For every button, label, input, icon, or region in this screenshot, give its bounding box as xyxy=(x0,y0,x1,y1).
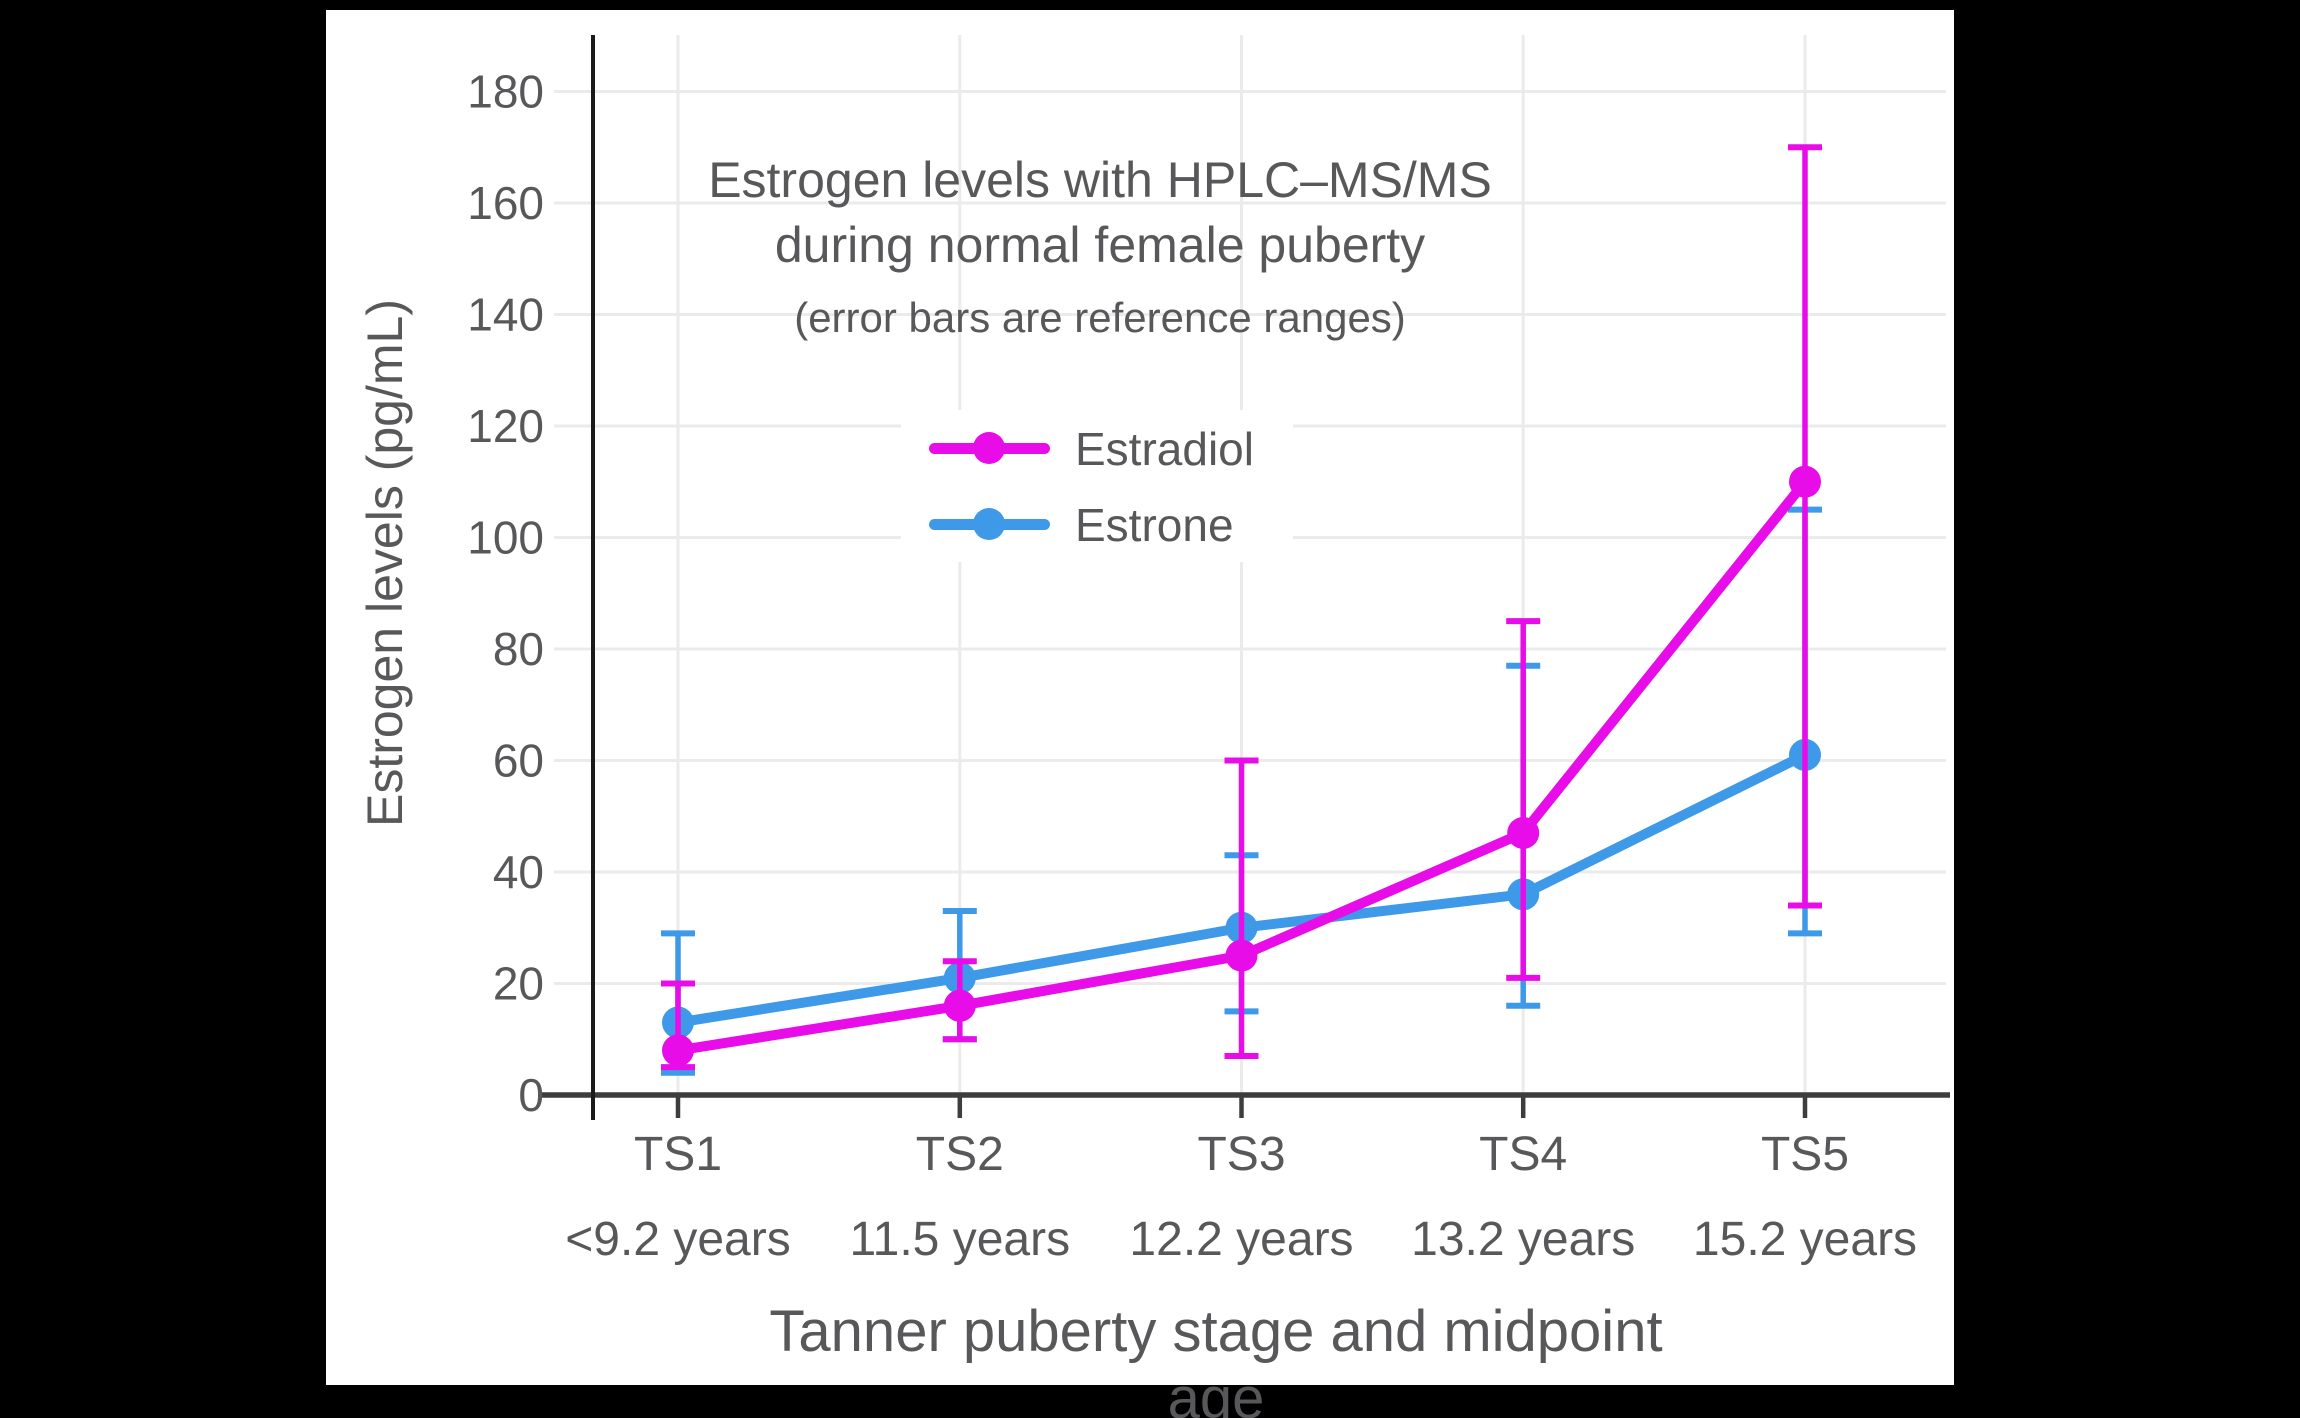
x-tick-labels: TS1 TS2 TS3 TS4 TS5 <9.2 years 11.5 years 12.2 … xyxy=(565,1128,1917,1266)
y-tick-label-140: 140 xyxy=(467,289,544,341)
y-axis-title: Estrogen levels (pg/mL) xyxy=(357,299,413,828)
x-age-label-TS2: 11.5 years xyxy=(850,1213,1071,1266)
x-tick-label-TS2: TS2 xyxy=(916,1128,1004,1181)
y-tick-label-160: 160 xyxy=(467,177,544,229)
y-tick-labels: 0 20 40 60 80 100 120 140 160 180 xyxy=(467,66,544,1122)
y-tick-label-40: 40 xyxy=(493,846,544,898)
data-point-estradiol-TS3 xyxy=(1225,939,1258,972)
data-point-estradiol-TS2 xyxy=(943,989,976,1022)
x-age-label-TS5: 15.2 years xyxy=(1693,1213,1917,1266)
x-tick-label-TS1: TS1 xyxy=(634,1128,722,1181)
series-estradiol xyxy=(661,144,1822,1071)
y-tick-label-60: 60 xyxy=(493,735,544,787)
y-tick-label-180: 180 xyxy=(467,66,544,118)
x-age-label-TS1: <9.2 years xyxy=(565,1213,790,1266)
x-tick-marks xyxy=(675,1095,1808,1118)
legend-label-estrone: Estrone xyxy=(1075,499,1234,551)
y-tick-label-20: 20 xyxy=(493,958,544,1010)
y-tick-label-0: 0 xyxy=(518,1069,544,1121)
plot-area: 0 20 40 60 80 100 120 140 160 180 TS1 TS2 TS3 TS4 TS5 <… xyxy=(467,35,1950,1266)
y-tick-label-100: 100 xyxy=(467,512,544,564)
legend-item-estradiol: Estradiol xyxy=(901,410,1293,486)
x-age-label-TS4: 13.2 years xyxy=(1411,1213,1635,1266)
x-age-label-TS3: 12.2 years xyxy=(1129,1213,1353,1266)
legend-item-estrone: Estrone xyxy=(901,486,1293,562)
x-tick-label-TS4: TS4 xyxy=(1479,1128,1567,1181)
y-tick-label-80: 80 xyxy=(493,623,544,675)
estradiol-legend-marker-icon xyxy=(973,432,1005,464)
estrone-legend-marker-icon xyxy=(973,508,1005,540)
data-point-estradiol-TS1 xyxy=(662,1034,694,1067)
chart-title-line1: Estrogen levels with HPLC–MS/MS xyxy=(708,152,1492,208)
chart-subtitle: (error bars are reference ranges) xyxy=(794,294,1406,341)
legend: Estradiol Estrone xyxy=(901,410,1293,562)
legend-label-estradiol: Estradiol xyxy=(1075,423,1254,475)
chart-title-line2: during normal female puberty xyxy=(774,217,1426,273)
chart-card: 0 20 40 60 80 100 120 140 160 180 TS1 TS2 TS3 TS4 TS5 <… xyxy=(326,10,1954,1418)
x-axis-title: Tanner puberty stage and midpoint age xyxy=(769,1299,1663,1418)
data-point-estradiol-TS5 xyxy=(1789,465,1821,498)
x-tick-label-TS3: TS3 xyxy=(1197,1128,1285,1181)
y-tick-label-120: 120 xyxy=(467,400,544,452)
x-tick-label-TS5: TS5 xyxy=(1761,1128,1849,1181)
data-point-estradiol-TS4 xyxy=(1507,816,1540,849)
